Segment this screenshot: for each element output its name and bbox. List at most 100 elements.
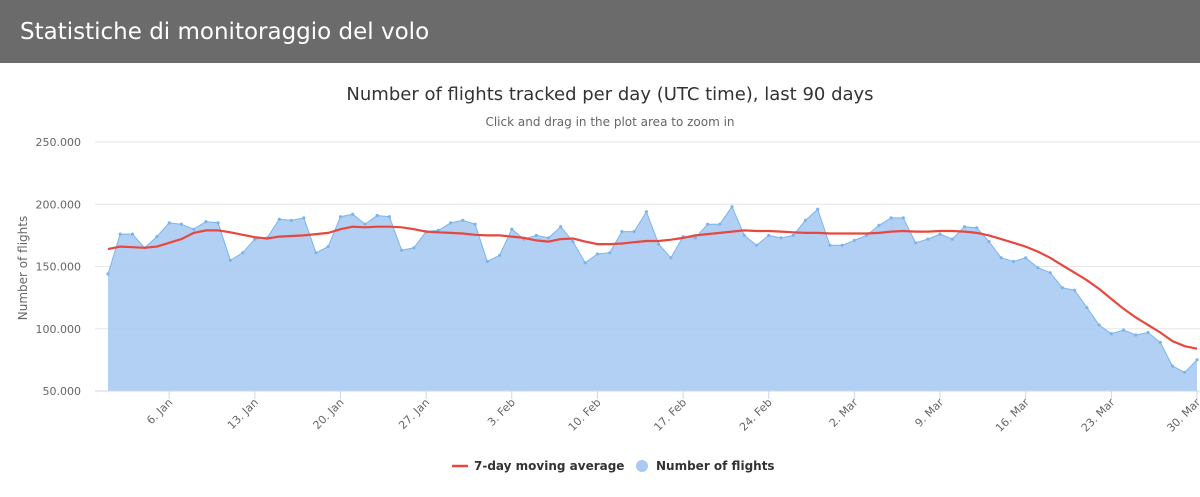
data-point[interactable] bbox=[217, 221, 220, 224]
data-point[interactable] bbox=[596, 252, 599, 255]
data-point[interactable] bbox=[1183, 371, 1186, 374]
data-point[interactable] bbox=[180, 223, 183, 226]
data-point[interactable] bbox=[376, 214, 379, 217]
data-point[interactable] bbox=[241, 251, 244, 254]
data-point[interactable] bbox=[706, 223, 709, 226]
data-point[interactable] bbox=[474, 223, 477, 226]
x-axis: 6. Jan13. Jan20. Jan27. Jan3. Feb10. Feb… bbox=[95, 391, 1200, 435]
plot-area[interactable] bbox=[106, 205, 1198, 391]
data-point[interactable] bbox=[449, 221, 452, 224]
legend-label-moving-average[interactable]: 7-day moving average bbox=[474, 459, 624, 473]
chart-subtitle: Click and drag in the plot area to zoom … bbox=[485, 115, 734, 129]
data-point[interactable] bbox=[571, 240, 574, 243]
data-point[interactable] bbox=[1098, 323, 1101, 326]
data-point[interactable] bbox=[1110, 332, 1113, 335]
data-point[interactable] bbox=[584, 261, 587, 264]
data-point[interactable] bbox=[412, 246, 415, 249]
data-point[interactable] bbox=[718, 223, 721, 226]
data-point[interactable] bbox=[1000, 256, 1003, 259]
data-point[interactable] bbox=[388, 215, 391, 218]
data-point[interactable] bbox=[743, 234, 746, 237]
x-tick-label: 24. Feb bbox=[737, 396, 775, 434]
data-point[interactable] bbox=[192, 228, 195, 231]
data-point[interactable] bbox=[339, 215, 342, 218]
data-point[interactable] bbox=[1073, 289, 1076, 292]
data-point[interactable] bbox=[351, 213, 354, 216]
legend-circle-icon bbox=[636, 460, 648, 472]
data-point[interactable] bbox=[926, 238, 929, 241]
data-point[interactable] bbox=[302, 216, 305, 219]
data-point[interactable] bbox=[327, 245, 330, 248]
y-axis: 50.000100.000150.000200.000250.000 bbox=[36, 136, 82, 398]
data-point[interactable] bbox=[1049, 271, 1052, 274]
data-point[interactable] bbox=[1147, 331, 1150, 334]
data-point[interactable] bbox=[131, 233, 134, 236]
data-point[interactable] bbox=[1012, 260, 1015, 263]
data-point[interactable] bbox=[804, 219, 807, 222]
flights-chart[interactable]: Number of flights tracked per day (UTC t… bbox=[0, 63, 1200, 497]
data-point[interactable] bbox=[902, 216, 905, 219]
data-point[interactable] bbox=[877, 224, 880, 227]
data-point[interactable] bbox=[633, 230, 636, 233]
data-point[interactable] bbox=[314, 251, 317, 254]
x-tick-label: 30. Mar bbox=[1164, 396, 1200, 435]
data-point[interactable] bbox=[559, 225, 562, 228]
data-point[interactable] bbox=[669, 256, 672, 259]
data-point[interactable] bbox=[828, 244, 831, 247]
x-tick-label: 17. Feb bbox=[651, 396, 689, 434]
x-tick-label: 20. Jan bbox=[311, 396, 347, 432]
data-point[interactable] bbox=[890, 216, 893, 219]
data-point[interactable] bbox=[620, 230, 623, 233]
data-point[interactable] bbox=[975, 226, 978, 229]
data-point[interactable] bbox=[547, 236, 550, 239]
page-title: Statistiche di monitoraggio del volo bbox=[20, 19, 429, 45]
data-point[interactable] bbox=[730, 205, 733, 208]
data-point[interactable] bbox=[363, 223, 366, 226]
data-point[interactable] bbox=[841, 244, 844, 247]
data-point[interactable] bbox=[767, 234, 770, 237]
data-point[interactable] bbox=[694, 236, 697, 239]
data-point[interactable] bbox=[106, 272, 109, 275]
x-tick-label: 6. Jan bbox=[144, 396, 175, 427]
y-tick-label: 150.000 bbox=[36, 261, 82, 274]
data-point[interactable] bbox=[119, 233, 122, 236]
data-point[interactable] bbox=[535, 234, 538, 237]
x-tick-label: 10. Feb bbox=[566, 396, 604, 434]
data-point[interactable] bbox=[914, 241, 917, 244]
data-point[interactable] bbox=[608, 251, 611, 254]
data-point[interactable] bbox=[657, 243, 660, 246]
data-point[interactable] bbox=[951, 238, 954, 241]
data-point[interactable] bbox=[498, 254, 501, 257]
data-point[interactable] bbox=[755, 244, 758, 247]
data-point[interactable] bbox=[792, 234, 795, 237]
data-point[interactable] bbox=[204, 220, 207, 223]
page-header: Statistiche di monitoraggio del volo bbox=[0, 0, 1200, 63]
data-point[interactable] bbox=[1085, 306, 1088, 309]
data-point[interactable] bbox=[1171, 365, 1174, 368]
legend: 7-day moving average Number of flights bbox=[452, 459, 775, 473]
data-point[interactable] bbox=[461, 219, 464, 222]
data-point[interactable] bbox=[963, 225, 966, 228]
data-point[interactable] bbox=[1061, 286, 1064, 289]
data-point[interactable] bbox=[1195, 358, 1198, 361]
data-point[interactable] bbox=[486, 260, 489, 263]
data-point[interactable] bbox=[1134, 333, 1137, 336]
data-point[interactable] bbox=[987, 240, 990, 243]
data-point[interactable] bbox=[816, 208, 819, 211]
data-point[interactable] bbox=[1036, 266, 1039, 269]
data-point[interactable] bbox=[168, 221, 171, 224]
legend-label-flights[interactable]: Number of flights bbox=[656, 459, 775, 473]
data-point[interactable] bbox=[779, 236, 782, 239]
data-point[interactable] bbox=[155, 235, 158, 238]
data-point[interactable] bbox=[400, 249, 403, 252]
data-point[interactable] bbox=[1159, 341, 1162, 344]
data-point[interactable] bbox=[510, 228, 513, 231]
data-point[interactable] bbox=[290, 219, 293, 222]
data-point[interactable] bbox=[938, 233, 941, 236]
data-point[interactable] bbox=[278, 218, 281, 221]
data-point[interactable] bbox=[229, 259, 232, 262]
data-point[interactable] bbox=[1122, 328, 1125, 331]
data-point[interactable] bbox=[853, 239, 856, 242]
data-point[interactable] bbox=[645, 210, 648, 213]
data-point[interactable] bbox=[1024, 256, 1027, 259]
